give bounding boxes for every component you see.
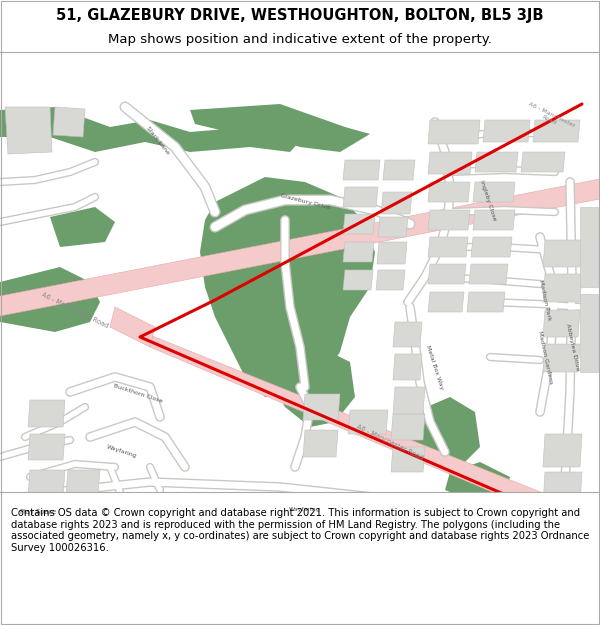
Polygon shape [343,187,378,207]
Polygon shape [270,347,355,427]
Polygon shape [343,160,380,180]
Polygon shape [533,120,580,142]
Polygon shape [393,354,422,380]
Polygon shape [0,267,100,332]
Polygon shape [303,430,338,457]
Polygon shape [5,107,52,154]
Polygon shape [378,217,408,237]
Polygon shape [469,264,508,284]
Text: Madison Park: Madison Park [538,279,552,321]
Polygon shape [543,434,582,467]
Polygon shape [410,397,480,467]
Polygon shape [428,292,464,312]
Polygon shape [393,322,422,347]
Text: Metal Box Way: Metal Box Way [425,344,445,390]
Polygon shape [483,120,530,142]
Text: Play Space: Play Space [20,509,56,515]
Polygon shape [521,152,565,172]
Polygon shape [475,152,518,172]
Polygon shape [8,500,60,524]
Polygon shape [580,207,598,287]
Text: Map shows position and indicative extent of the property.: Map shows position and indicative extent… [108,32,492,46]
Polygon shape [343,242,374,262]
Text: A6 - Manchester
Road: A6 - Manchester Road [524,101,575,133]
Polygon shape [428,264,466,284]
Text: Ingleby Close: Ingleby Close [479,179,497,221]
Polygon shape [343,270,373,290]
Polygon shape [343,214,375,234]
Text: Madison Gardens: Madison Gardens [537,330,553,384]
Polygon shape [50,207,115,247]
Polygon shape [428,152,472,174]
Text: 51, GLAZEBURY DRIVE, WESTHOUGHTON, BOLTON, BL5 3JB: 51, GLAZEBURY DRIVE, WESTHOUGHTON, BOLTO… [56,8,544,23]
Polygon shape [428,210,470,230]
Polygon shape [428,182,470,202]
Polygon shape [0,177,600,317]
Polygon shape [473,210,515,230]
Polygon shape [110,307,155,347]
Polygon shape [543,472,582,504]
Polygon shape [473,182,515,202]
Polygon shape [543,344,580,372]
Polygon shape [200,177,375,397]
Polygon shape [130,327,600,542]
Text: Glazebury Drive: Glazebury Drive [280,193,330,211]
Polygon shape [391,447,425,472]
Text: Contains OS data © Crown copyright and database right 2021. This information is : Contains OS data © Crown copyright and d… [11,508,589,552]
Polygon shape [348,410,388,434]
Polygon shape [190,104,370,152]
Polygon shape [467,292,505,312]
Polygon shape [381,192,412,214]
Polygon shape [376,270,405,290]
Polygon shape [66,470,100,494]
Polygon shape [377,242,407,264]
Polygon shape [471,237,512,257]
Text: Abbeylea Drive: Abbeylea Drive [565,323,580,371]
Polygon shape [543,310,580,337]
Polygon shape [445,462,510,500]
Text: Wayfaring: Wayfaring [106,445,138,459]
Polygon shape [393,387,425,414]
Polygon shape [28,470,65,497]
Polygon shape [0,107,310,152]
Polygon shape [391,414,425,440]
Polygon shape [53,107,85,137]
Polygon shape [303,394,340,420]
Polygon shape [543,274,582,302]
Polygon shape [428,237,468,257]
Polygon shape [428,120,480,144]
Text: Slack Lane: Slack Lane [146,125,170,155]
Text: Wayfaring: Wayfaring [289,508,321,512]
Polygon shape [543,240,582,267]
Polygon shape [383,160,415,180]
Polygon shape [28,400,65,427]
Text: A6 - Manchester Road: A6 - Manchester Road [41,291,109,329]
Polygon shape [28,434,65,460]
Text: A6 - Manchester Road: A6 - Manchester Road [356,423,424,461]
Polygon shape [580,294,598,372]
Text: Buckthorn Close: Buckthorn Close [113,384,163,404]
